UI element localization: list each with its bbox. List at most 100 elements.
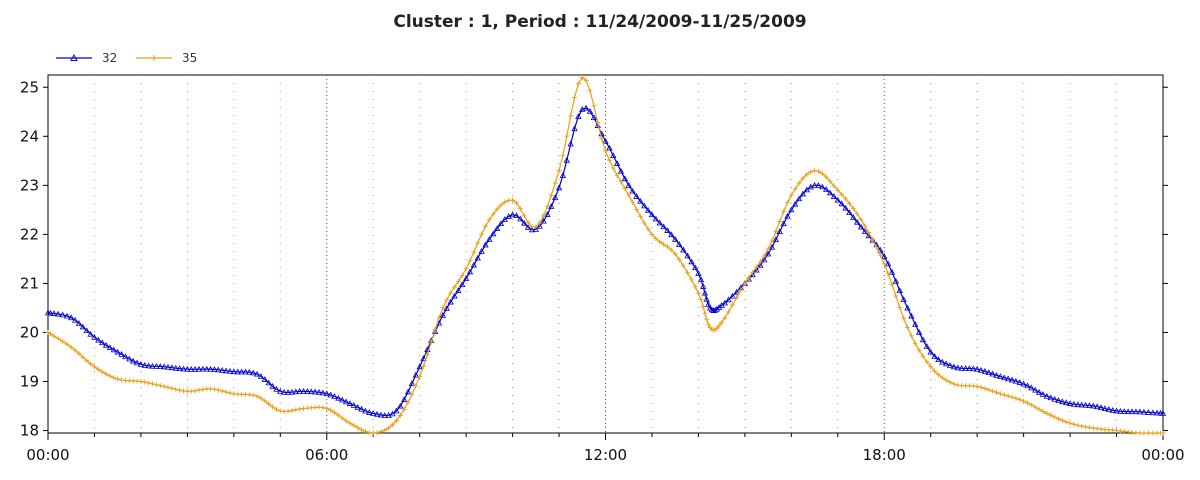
data-point (664, 244, 670, 250)
data-point (311, 388, 319, 395)
data-point (780, 220, 787, 227)
data-point (746, 275, 752, 281)
data-point (447, 298, 454, 305)
data-point (1063, 399, 1070, 406)
data-point (393, 407, 400, 414)
data-point (668, 247, 674, 253)
data-point (1121, 428, 1127, 434)
data-point (490, 211, 496, 217)
x-tick-label: 18:00 (863, 446, 906, 464)
data-point (443, 305, 450, 311)
data-point (753, 266, 760, 273)
data-point (896, 287, 903, 293)
data-point (401, 396, 408, 402)
data-point (792, 200, 799, 207)
data-point (1055, 397, 1062, 403)
data-point (284, 389, 292, 395)
data-point (404, 388, 412, 395)
data-point (1121, 408, 1128, 414)
data-point (548, 192, 554, 198)
data-point (725, 296, 732, 303)
data-point (327, 391, 334, 398)
data-point (1074, 401, 1082, 408)
data-point (656, 219, 663, 226)
data-point (63, 312, 71, 319)
data-point (273, 406, 279, 412)
data-point (482, 223, 488, 229)
data-point (277, 387, 284, 394)
data-point (784, 212, 791, 219)
data-point (455, 278, 461, 284)
data-point (583, 77, 589, 83)
data-point (568, 113, 574, 119)
data-point (703, 295, 710, 302)
data-point (591, 103, 597, 109)
data-point (509, 211, 516, 218)
data-point (897, 304, 903, 310)
data-point (661, 241, 667, 247)
data-point (904, 325, 910, 331)
data-point (1025, 400, 1030, 406)
data-point (719, 320, 725, 326)
data-point (699, 283, 707, 289)
data-point (1028, 402, 1034, 408)
y-tick-label: 18 (20, 422, 39, 440)
data-point (362, 407, 369, 414)
data-point (470, 261, 478, 268)
data-point (567, 140, 574, 147)
data-point (846, 209, 853, 216)
data-point (1097, 404, 1105, 411)
data-point (637, 197, 644, 204)
data-point (842, 204, 849, 211)
data-point (795, 195, 803, 202)
data-point (997, 391, 1003, 397)
data-point (133, 359, 141, 366)
data-point (211, 386, 217, 392)
data-point (169, 385, 175, 391)
data-point (932, 368, 938, 374)
data-point (777, 219, 783, 225)
data-point (729, 292, 736, 299)
data-point (261, 376, 268, 382)
data-point (452, 284, 458, 290)
data-point (590, 114, 598, 121)
data-point (923, 343, 931, 349)
data-point (1159, 410, 1167, 416)
data-point (629, 187, 636, 194)
legend-item: 35 (136, 51, 197, 65)
data-point (579, 106, 586, 112)
data-point (490, 230, 497, 237)
data-point (901, 315, 907, 321)
data-point (1128, 408, 1136, 415)
data-point (1160, 430, 1166, 436)
data-point (420, 355, 427, 361)
data-point (1141, 430, 1147, 436)
data-point (974, 383, 980, 389)
data-point (935, 372, 941, 378)
data-point (874, 244, 880, 250)
data-point (884, 260, 892, 267)
data-point (912, 340, 918, 346)
data-point (713, 305, 721, 312)
data-point (118, 351, 125, 357)
data-point (413, 383, 419, 389)
data-point (843, 196, 849, 202)
data-point (266, 401, 272, 407)
data-point (1008, 376, 1016, 383)
data-point (943, 360, 950, 367)
data-point (475, 240, 481, 246)
data-point (606, 144, 613, 151)
data-point (586, 108, 594, 114)
data-point (254, 393, 260, 399)
data-point (1090, 402, 1097, 409)
data-point (672, 251, 678, 257)
data-point (157, 363, 164, 369)
data-point (714, 325, 720, 331)
data-point (64, 341, 70, 347)
series-32 (44, 104, 1167, 418)
data-point (408, 380, 416, 386)
data-point (1035, 388, 1043, 395)
data-point (757, 259, 763, 265)
data-point (946, 362, 954, 368)
